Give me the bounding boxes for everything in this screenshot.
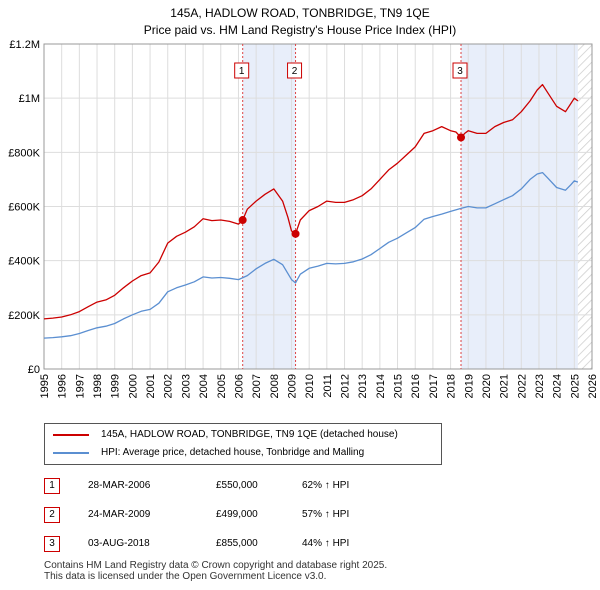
y-tick-label: £0 <box>28 364 40 376</box>
legend-swatch-property <box>53 434 89 436</box>
legend-swatch-hpi <box>53 452 89 454</box>
x-tick-label: 2011 <box>322 374 334 398</box>
x-tick-label: 1995 <box>39 374 51 398</box>
transaction-hpi: 44% ↑ HPI <box>302 538 350 549</box>
y-tick-label: £1.2M <box>9 39 40 51</box>
x-tick-label: 2016 <box>410 374 422 398</box>
series-line-property <box>43 83 579 320</box>
x-tick-label: 2007 <box>251 374 263 398</box>
x-tick-label: 2017 <box>428 374 440 398</box>
x-tick-label: 2002 <box>163 374 175 398</box>
x-tick-label: 2009 <box>286 374 298 398</box>
plot-area: £0 £200K £400K £600K £800K £1M £1.2M 1995 1996 19… <box>8 39 599 398</box>
x-tick-label: 2003 <box>180 374 192 398</box>
x-tick-label: 2012 <box>340 374 352 398</box>
transaction-date: 24-MAR-2009 <box>88 509 151 520</box>
x-tick-label: 2006 <box>233 374 245 398</box>
x-tick-label: 2023 <box>534 374 546 398</box>
transaction-point <box>457 133 466 142</box>
series-line-hpi <box>43 171 579 339</box>
transaction-hpi: 57% ↑ HPI <box>302 509 350 520</box>
x-tick-label: 2001 <box>145 374 157 398</box>
transaction-point <box>291 229 300 238</box>
x-tick-label: 2010 <box>304 374 316 398</box>
x-tick-label: 2005 <box>216 374 228 398</box>
x-tick-label: 2024 <box>552 374 564 398</box>
x-tick-label: 2000 <box>127 374 139 398</box>
x-tick-label: 2014 <box>375 374 387 398</box>
legend: 145A, HADLOW ROAD, TONBRIDGE, TN9 1QE (d… <box>44 423 442 465</box>
chart-subtitle: Price paid vs. HM Land Registry's House … <box>144 23 456 37</box>
x-tick-label: 2020 <box>481 374 493 398</box>
transaction-marker-label: 1 <box>239 66 245 77</box>
x-tick-label: 1996 <box>57 374 69 398</box>
x-tick-label: 2019 <box>463 374 475 398</box>
plot-border <box>43 43 593 370</box>
y-tick-label: £1M <box>19 93 40 105</box>
y-tick-label: £600K <box>8 202 40 214</box>
transaction-price: £499,000 <box>216 509 258 520</box>
price-chart: 145A, HADLOW ROAD, TONBRIDGE, TN9 1QE Pr… <box>8 6 599 398</box>
transaction-marker-box <box>452 62 468 79</box>
x-tick-label: 2015 <box>393 374 405 398</box>
footer-copyright: Contains HM Land Registry data © Crown c… <box>44 560 388 571</box>
transaction-marker-box <box>287 62 303 79</box>
x-tick-label: 2004 <box>198 374 210 398</box>
transaction-price: £550,000 <box>216 480 258 491</box>
x-tick-label: 2008 <box>269 374 281 398</box>
transaction-badge: 1 <box>44 478 60 494</box>
transaction-marker-box <box>234 62 250 79</box>
transaction-hpi: 62% ↑ HPI <box>302 480 350 491</box>
transaction-point <box>238 216 247 225</box>
x-tick-label: 2025 <box>569 374 581 398</box>
x-tick-label: 2018 <box>446 374 458 398</box>
transaction-badge: 3 <box>44 536 60 552</box>
y-tick-label: £200K <box>8 310 40 322</box>
transaction-date: 03-AUG-2018 <box>88 538 150 549</box>
x-tick-label: 1997 <box>74 374 86 398</box>
transaction-price: £855,000 <box>216 538 258 549</box>
y-tick-label: £400K <box>8 256 40 268</box>
x-tick-label: 2026 <box>587 374 599 398</box>
legend-label-property: 145A, HADLOW ROAD, TONBRIDGE, TN9 1QE (d… <box>101 429 398 440</box>
legend-label-hpi: HPI: Average price, detached house, Tonb… <box>101 447 365 458</box>
transaction-marker-label: 3 <box>457 66 463 77</box>
x-tick-label: 2021 <box>499 374 511 398</box>
footer: Contains HM Land Registry data © Crown c… <box>44 560 387 582</box>
x-tick-label: 2013 <box>357 374 369 398</box>
x-tick-label: 1998 <box>92 374 104 398</box>
x-tick-label: 1999 <box>110 374 122 398</box>
transaction-badge: 2 <box>44 507 60 523</box>
y-tick-label: £800K <box>8 147 40 159</box>
x-tick-label: 2022 <box>516 374 528 398</box>
chart-title: 145A, HADLOW ROAD, TONBRIDGE, TN9 1QE <box>170 6 429 20</box>
transaction-date: 28-MAR-2006 <box>88 480 151 491</box>
footer-license: This data is licensed under the Open Gov… <box>44 571 327 582</box>
transaction-marker-label: 2 <box>292 66 298 77</box>
